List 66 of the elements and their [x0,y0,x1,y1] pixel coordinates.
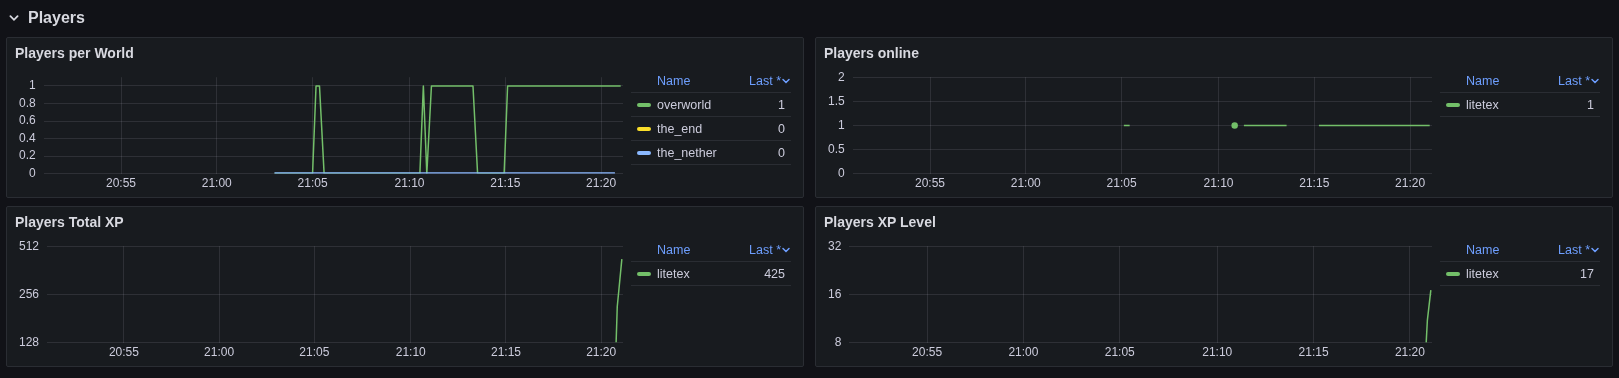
x-tick-label: 21:00 [204,345,235,360]
x-tick-label: 21:05 [299,345,330,360]
legend-label: the_nether [657,146,718,160]
x-tick-label: 21:20 [1394,345,1426,360]
y-tick-label: 1.5 [827,93,845,108]
text: Name [657,74,691,88]
x-tick-label: 20:55 [105,176,137,191]
x-tick-label: 21:00 [1008,345,1039,360]
text: 1 [778,98,786,112]
text: 0 [778,122,786,136]
x-tick-label: 20:55 [914,176,946,191]
y-tick-label: 0.2 [18,148,36,163]
text: Name [657,243,691,257]
x-tick-label: 21:15 [1299,176,1330,191]
y-tick-label: 16 [827,286,842,301]
y-tick-label: 0.8 [18,95,36,110]
text: Name [1466,74,1500,88]
y-tick-label: 32 [827,238,842,253]
x-tick-label: 21:15 [490,176,521,191]
y-tick-label: 128 [18,334,40,349]
legend-label: litetex [1466,98,1500,112]
x-tick-label: 21:15 [1298,345,1329,360]
y-tick-label: 0 [837,165,845,180]
x-tick-label: 21:00 [1010,176,1042,191]
x-tick-label: 21:10 [1203,176,1234,191]
chart-title: Players online [823,44,920,62]
text: 17 [1580,267,1595,281]
legend-label: litetex [657,267,691,281]
y-tick-label: 0.4 [18,130,36,145]
x-tick-label: 20:55 [108,345,140,360]
y-tick-label: 0.5 [827,141,845,156]
text: Last * [749,74,781,88]
chart-title: Players per World [14,44,135,62]
text: Last * [1558,74,1590,88]
text: 0 [778,146,786,160]
y-tick-label: 1 [28,78,36,93]
text: 425 [764,267,786,281]
x-tick-label: 21:20 [586,345,617,360]
y-tick-label: 8 [834,334,842,349]
legend-label: overworld [657,98,713,112]
text: Players [28,9,85,27]
x-tick-label: 21:15 [490,345,522,360]
x-tick-label: 21:10 [395,345,427,360]
y-tick-label: 512 [18,238,40,253]
y-tick-label: 1 [837,117,845,132]
text: Last * [1558,243,1590,257]
x-tick-label: 21:10 [394,176,425,191]
chart-title: Players Total XP [14,213,125,231]
legend-label: litetex [1466,267,1500,281]
text: 1 [1587,98,1595,112]
x-tick-label: 21:05 [1104,345,1136,360]
text: Name [1466,243,1500,257]
chart-title: Players XP Level [823,213,937,231]
text: Last * [749,243,781,257]
y-tick-label: 0.6 [18,113,36,128]
x-tick-label: 21:05 [297,176,328,191]
y-tick-label: 0 [28,165,36,180]
y-tick-label: 256 [18,286,40,301]
x-tick-label: 21:10 [1202,345,1233,360]
x-tick-label: 21:00 [201,176,233,191]
legend-label: the_end [657,122,704,136]
x-tick-label: 21:20 [1395,176,1426,191]
x-tick-label: 21:05 [1106,176,1137,191]
y-tick-label: 2 [837,69,845,84]
x-tick-label: 20:55 [912,345,943,360]
x-tick-label: 21:20 [586,176,617,191]
